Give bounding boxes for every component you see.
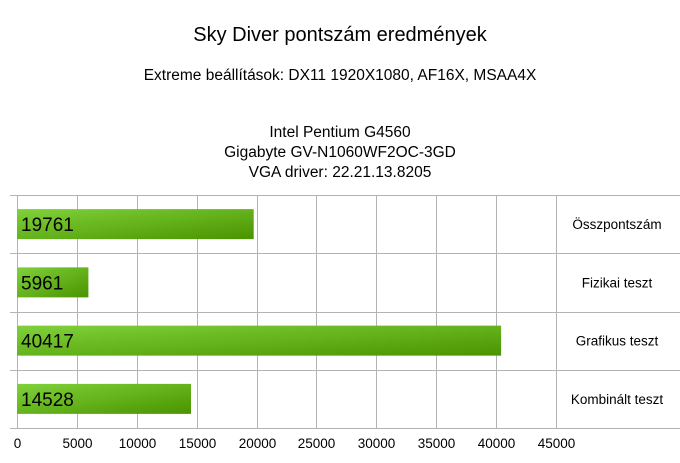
bar: [17, 383, 192, 414]
category-label: Összpontszám: [572, 217, 661, 232]
x-tick-label: 0: [14, 436, 22, 451]
category-labels: Összpontszám Fizikai teszt Grafikus teszt K…: [571, 217, 664, 407]
bar: [17, 267, 89, 298]
category-label: Kombinált teszt: [571, 392, 664, 407]
bar: [17, 325, 502, 356]
x-tick-label: 45000: [538, 436, 576, 451]
x-tick-label: 20000: [239, 436, 277, 451]
category-label: Grafikus teszt: [576, 334, 659, 349]
bars: 19761 5961 40417 14528: [17, 209, 502, 414]
x-tick-label: 10000: [119, 436, 157, 451]
x-axis-ticks: 0 5000 10000 15000 20000 25000 30000 35000 40000…: [14, 436, 576, 451]
x-tick-label: 5000: [62, 436, 92, 451]
x-tick-label: 15000: [179, 436, 217, 451]
chart-title: Sky Diver pontszám eredmények: [193, 24, 487, 46]
info-line-cpu: Intel Pentium G4560: [269, 124, 411, 141]
data-label: 40417: [21, 332, 74, 353]
bar: [17, 209, 254, 240]
info-line-gpu: Gigabyte GV-N1060WF2OC-3GD: [224, 144, 456, 161]
category-label: Fizikai teszt: [582, 275, 653, 290]
x-tick-label: 30000: [358, 436, 396, 451]
data-label: 19761: [21, 215, 74, 236]
info-line-driver: VGA driver: 22.21.13.8205: [248, 164, 432, 181]
x-tick-label: 25000: [298, 436, 336, 451]
data-label: 14528: [21, 390, 74, 411]
chart-subtitle: Extreme beállítások: DX11 1920X1080, AF1…: [143, 67, 537, 84]
x-tick-label: 40000: [478, 436, 516, 451]
x-tick-label: 35000: [418, 436, 456, 451]
data-label: 5961: [21, 273, 63, 294]
